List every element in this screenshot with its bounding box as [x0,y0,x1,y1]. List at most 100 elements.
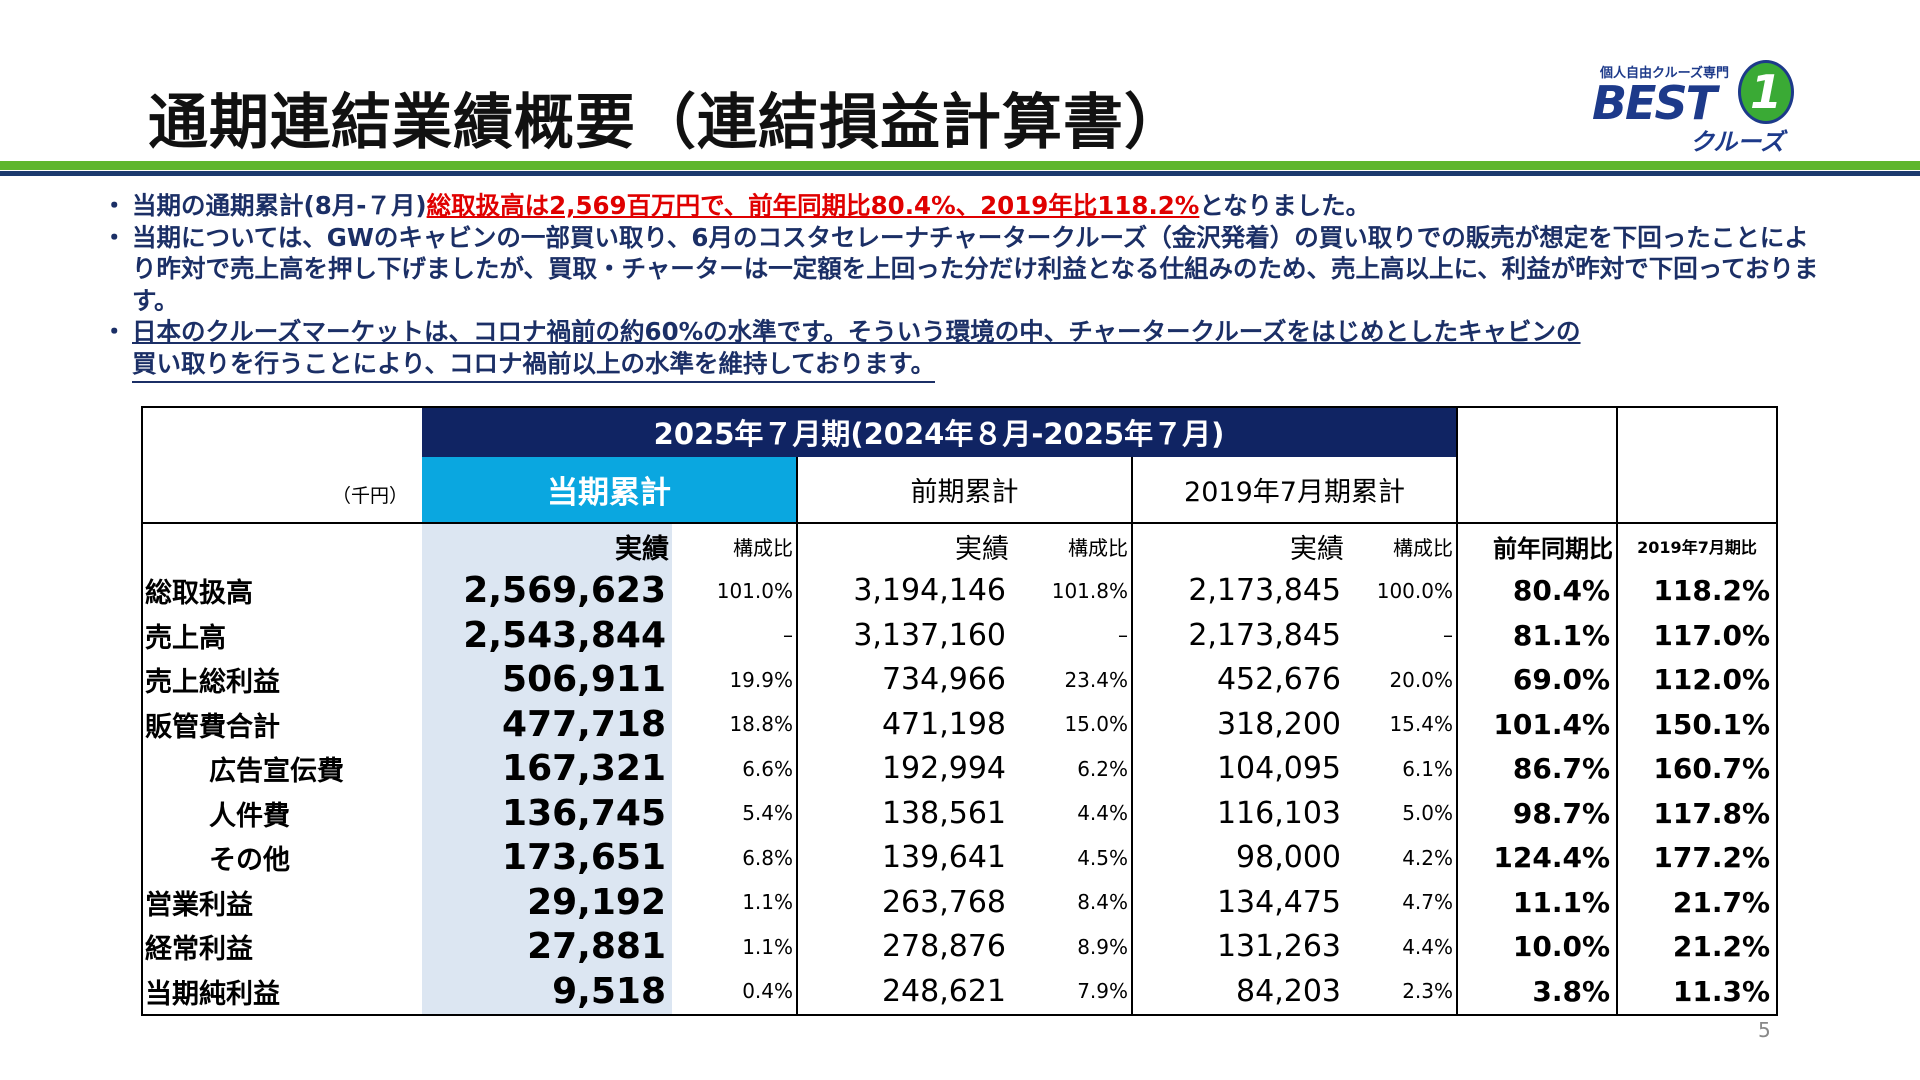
page-number: 5 [1758,1018,1771,1042]
y2019-actual: 131,263 [1131,924,1347,969]
y2019-ratio: 100.0% [1376,578,1453,603]
y2019-ratio: 4.4% [1402,934,1453,959]
prev-actual: 471,198 [796,702,1012,747]
y2019-actual: 2,173,845 [1131,613,1347,658]
sub-yoy: 前年同期比 [1456,523,1617,569]
bullet-3-line1: 日本のクルーズマーケットは、コロナ禍前の約60%の水準です。そういう環境の中、チ… [132,317,1581,346]
sub-actual-current: 実績 [422,523,672,569]
sub-ratio-prev: 構成比 [1068,535,1128,560]
y2019-ratio: 2.3% [1347,969,1457,1016]
table-row: その他 173,651 6.8% 139,641 4.5% 98,000 4.2% 124.4… [141,835,1778,880]
logo-kana: クルーズ [1690,128,1785,156]
bullet-3-line2: 買い取りを行うことにより、コロナ禍前以上の水準を維持しております。 [132,348,936,383]
row-label: 広告宣伝費 [141,746,422,791]
yoy-ratio: 86.7% [1456,746,1617,791]
row-label: 売上高 [141,613,422,658]
prev-ratio: 23.4% [1064,667,1128,692]
prev-actual: 138,561 [796,791,1012,836]
bullet-1-suffix: となりました。 [1199,191,1371,220]
y2019-actual: 452,676 [1131,657,1347,702]
prev-ratio: 8.4% [1077,890,1128,915]
current-actual: 29,192 [422,880,672,925]
y2019-ratio: 20.0% [1389,667,1453,692]
yoy-ratio: 10.0% [1456,924,1617,969]
current-ratio: 5.4% [742,801,793,826]
vs2019-ratio: 112.0% [1616,657,1778,702]
logo-tagline: 個人自由クルーズ専門 [1600,66,1729,81]
summary-bullets: ・ 当期の通期累計(8月-７月)総取扱高は2,569百万円で、前年同期比80.4… [102,190,1822,383]
table-header-row-2: 当期累計 前期累計 2019年7月期累計 [142,456,1778,525]
yoy-ratio: 11.1% [1456,880,1617,925]
current-ratio: 18.8% [729,712,793,737]
table-row: 経常利益 27,881 1.1% 278,876 8.9% 131,263 4.4% 10.0… [141,924,1778,969]
row-label: 総取扱高 [141,568,422,613]
prev-actual: 3,194,146 [796,568,1012,613]
yoy-ratio: 80.4% [1456,568,1617,613]
current-actual: 27,881 [422,924,672,969]
table-row: 当期純利益 9,518 0.4% 248,621 7.9% 84,203 2.3% 3.8% 1… [141,969,1778,1016]
prev-ratio: 15.0% [1064,712,1128,737]
current-actual: 477,718 [422,702,672,747]
y2019-ratio: 6.1% [1402,756,1453,781]
y2019-actual: 116,103 [1131,791,1347,836]
page-title: 通期連結業績概要（連結損益計算書） [148,88,1185,158]
table-row: 広告宣伝費 167,321 6.6% 192,994 6.2% 104,095 6.1% 86… [141,746,1778,791]
current-actual: 2,569,623 [422,568,672,613]
yoy-ratio: 124.4% [1456,835,1617,880]
sub-ratio-2019: 構成比 [1393,535,1453,560]
row-label: その他 [141,835,422,880]
table-row: 売上高 2,543,844–3,137,160–2,173,845–81.1% 11… [141,613,1778,658]
current-actual: 167,321 [422,746,672,791]
prev-actual: 734,966 [796,657,1012,702]
yoy-ratio: 101.4% [1456,702,1617,747]
vs2019-ratio: 21.2% [1616,924,1778,969]
prev-actual: 278,876 [796,924,1012,969]
bullet-2: ・ 当期については、GWのキャビンの一部買い取り、6月のコスタセレーナチャーター… [102,222,1822,317]
current-actual: 173,651 [422,835,672,880]
vs2019-ratio: 118.2% [1616,568,1778,613]
vs2019-ratio: 21.7% [1616,880,1778,925]
current-ratio: 1.1% [742,890,793,915]
income-statement-table: （千円） 2025年７月期(2024年８月-2025年７月) 当期累計 前期累計… [141,406,1778,1016]
table-row: 総取扱高 2,569,623 101.0% 3,194,146 101.8% 2,173,… [141,568,1778,613]
sub-actual-2019: 実績 [1131,523,1347,569]
prev-actual: 263,768 [796,880,1012,925]
col-current-header: 当期累計 [422,456,797,525]
y2019-ratio: 4.7% [1402,890,1453,915]
header-divider-navy [0,171,1920,176]
y2019-actual: 2,173,845 [1131,568,1347,613]
prev-ratio: – [1118,623,1128,648]
y2019-actual: 98,000 [1131,835,1347,880]
y2019-actual: 134,475 [1131,880,1347,925]
yoy-ratio: 69.0% [1456,657,1617,702]
vs2019-ratio: 117.8% [1616,791,1778,836]
prev-ratio: 8.9% [1077,934,1128,959]
bullet-2-text: 当期については、GWのキャビンの一部買い取り、6月のコスタセレーナチャータークル… [132,222,1819,315]
vs2019-ratio: 177.2% [1616,835,1778,880]
prev-ratio: 6.2% [1077,756,1128,781]
current-actual: 9,518 [422,969,672,1016]
yoy-ratio: 81.1% [1456,613,1617,658]
vs2019-ratio: 11.3% [1616,969,1778,1016]
bullet-1: ・ 当期の通期累計(8月-７月)総取扱高は2,569百万円で、前年同期比80.4… [102,191,1371,220]
table-header-row-1: （千円） 2025年７月期(2024年８月-2025年７月) [141,406,1778,524]
y2019-ratio: 15.4% [1389,712,1453,737]
row-label: 経常利益 [141,924,422,969]
unit-label: （千円） [141,406,422,524]
table-row: 人件費 136,745 5.4% 138,561 4.4% 116,103 5.0% 98.7… [141,791,1778,836]
header-divider-green [0,161,1920,170]
current-ratio: – [783,623,793,648]
row-label: 売上総利益 [141,657,422,702]
prev-actual: 139,641 [796,835,1012,880]
prev-actual: 248,621 [796,969,1012,1016]
prev-actual: 3,137,160 [796,613,1012,658]
vs2019-ratio: 117.0% [1616,613,1778,658]
y2019-ratio: – [1443,623,1453,648]
logo-numeral: 1 [1738,60,1794,124]
current-ratio: 19.9% [729,667,793,692]
current-ratio: 6.8% [742,845,793,870]
row-label: 営業利益 [141,880,422,925]
prev-ratio: 4.4% [1077,801,1128,826]
row-label: 人件費 [141,791,422,836]
prev-actual: 192,994 [796,746,1012,791]
